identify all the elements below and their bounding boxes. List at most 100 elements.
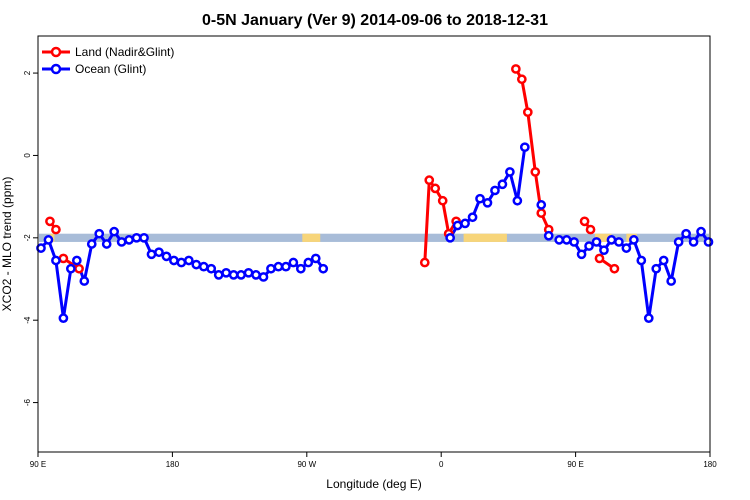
ocean-series-point xyxy=(543,230,554,241)
x-tick-label: 180 xyxy=(166,460,180,469)
ocean-series-point xyxy=(584,241,594,251)
land-series-point xyxy=(609,263,620,274)
ocean-series-point xyxy=(161,251,172,262)
ocean-series-point xyxy=(79,276,90,286)
x-axis: 90 E 180 90 W 0 90 E 180 xyxy=(30,452,717,469)
ocean-series-point xyxy=(475,193,485,204)
ocean-series-point xyxy=(66,263,76,274)
ocean-series-point xyxy=(176,257,187,268)
ocean-series-point xyxy=(606,235,617,245)
ocean-series-point xyxy=(318,263,329,274)
ocean-series-point xyxy=(452,220,463,231)
ocean-series-point xyxy=(131,232,142,243)
ocean-series-point xyxy=(258,272,269,282)
ocean-series-point xyxy=(599,245,609,256)
ocean-series-point xyxy=(482,197,493,208)
ocean-series-point xyxy=(554,235,565,245)
ocean-series-point xyxy=(445,232,456,243)
ocean-series-point xyxy=(636,255,647,266)
y-tick-label: -6 xyxy=(23,398,32,406)
ocean-series-point xyxy=(43,235,54,245)
y-tick-label: -4 xyxy=(23,316,32,324)
land-series-point xyxy=(74,263,84,274)
legend: Land (Nadir&Glint) Ocean (Glint) xyxy=(42,45,174,76)
plot-frame xyxy=(37,35,711,453)
x-axis-label: Longitude (deg E) xyxy=(326,477,421,491)
land-series-point xyxy=(419,257,430,268)
ocean-series-point xyxy=(116,237,127,247)
ocean-series-point xyxy=(591,237,602,247)
y-tick-label: -2 xyxy=(23,234,32,242)
x-tick-label: 90 W xyxy=(297,460,316,469)
ocean-series-point xyxy=(146,249,157,260)
ocean-series-point xyxy=(467,212,478,223)
ocean-series-point xyxy=(651,263,662,274)
ocean-series-point xyxy=(512,195,523,206)
land-series-point xyxy=(536,208,547,218)
ocean-series-point xyxy=(658,255,669,266)
ocean-series-point xyxy=(266,263,276,274)
ocean-series-point xyxy=(460,218,470,229)
band-land-3 xyxy=(595,233,612,242)
y-tick-label: 2 xyxy=(23,70,32,75)
ocean-series-point xyxy=(213,270,224,280)
ocean-series-point xyxy=(86,239,97,249)
ocean-series-point xyxy=(681,228,691,239)
ocean-series-point xyxy=(228,270,239,280)
land-series-point xyxy=(45,216,55,227)
ocean-series-point xyxy=(288,257,299,268)
land-series-point xyxy=(516,74,527,85)
ocean-series-point xyxy=(71,255,82,266)
x-tick-label: 0 xyxy=(439,460,444,469)
ocean-series-point xyxy=(101,239,112,249)
land-series-point xyxy=(594,253,605,264)
ocean-series-point xyxy=(51,255,61,266)
land-series-point xyxy=(437,195,448,206)
ocean-series-point xyxy=(236,270,246,280)
ocean-series-point xyxy=(191,259,202,270)
land-series-point xyxy=(58,253,69,264)
legend-land-label: Land (Nadir&Glint) xyxy=(75,45,174,59)
ocean-series-point xyxy=(36,243,46,253)
ocean-series-point xyxy=(154,247,164,258)
ocean-series-point xyxy=(169,255,179,266)
y-axis-label: XCO2 - MLO trend (ppm) xyxy=(0,177,14,312)
ocean-series-point xyxy=(505,167,515,177)
ocean-series-point xyxy=(497,179,508,190)
ocean-series-point xyxy=(703,237,714,247)
ocean-series-point xyxy=(576,249,587,260)
land-series-point xyxy=(430,183,441,194)
ocean-series-point xyxy=(696,226,706,237)
land-series-point xyxy=(530,167,541,177)
legend-ocean-swatch-marker xyxy=(50,63,62,75)
ocean-series-point xyxy=(94,228,105,239)
ocean-series-point xyxy=(673,237,684,247)
band-land-2 xyxy=(463,233,507,242)
ocean-series-point xyxy=(139,232,149,243)
y-tick-label: 0 xyxy=(23,153,32,158)
land-series-point xyxy=(511,64,521,74)
ocean-series-point xyxy=(109,226,120,237)
land-series-point xyxy=(585,224,596,235)
ocean-series-point xyxy=(198,261,209,272)
ocean-series-point xyxy=(183,255,194,266)
series-layer xyxy=(36,64,714,323)
band-ocean xyxy=(39,233,709,242)
ocean-series-point xyxy=(628,235,639,245)
ocean-series-point xyxy=(281,261,291,272)
ocean-series-point xyxy=(124,235,134,245)
band-land-1 xyxy=(302,233,321,242)
land-series-point xyxy=(424,175,435,186)
ocean-series-point xyxy=(490,185,500,196)
ocean-series-point xyxy=(206,263,217,274)
x-tick-label: 90 E xyxy=(567,460,583,469)
y-axis: 2 0 -2 -4 -6 xyxy=(23,70,38,406)
ocean-series-point xyxy=(303,257,314,268)
ocean-series-point xyxy=(295,263,306,274)
ocean-series-point xyxy=(643,313,654,323)
ocean-series-point xyxy=(519,142,530,153)
x-tick-label: 90 E xyxy=(30,460,46,469)
legend-ocean-label: Ocean (Glint) xyxy=(75,62,146,76)
land-series-point xyxy=(522,107,533,118)
